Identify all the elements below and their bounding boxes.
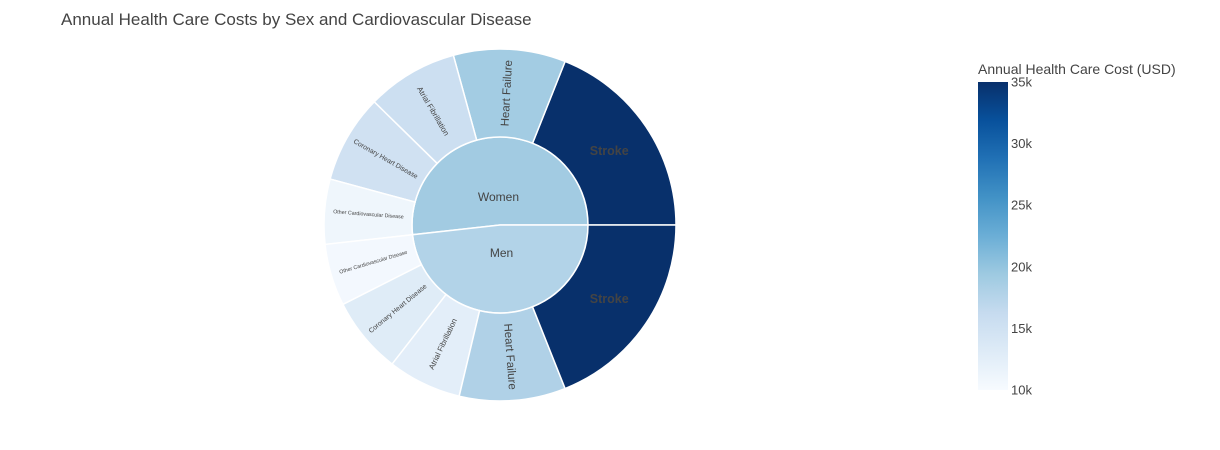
colorbar-tick-35k: 35k [1011, 75, 1032, 90]
sector-label-women: Women [478, 190, 519, 204]
colorbar-gradient [978, 82, 1008, 390]
colorbar-tick-20k: 20k [1011, 259, 1032, 274]
sector-label-women-heart-failure: Heart Failure [499, 60, 515, 127]
sector-women-stroke[interactable] [531, 60, 677, 226]
sector-label-women-other-cardiovascular-disease: Other Cardiovascular Disease [333, 209, 404, 220]
sector-label-men: Men [490, 246, 513, 260]
sector-label-women-stroke: Stroke [590, 144, 629, 158]
colorbar-tick-10k: 10k [1011, 383, 1032, 398]
sector-label-men-heart-failure: Heart Failure [501, 323, 518, 390]
sector-men-stroke[interactable] [531, 224, 677, 390]
colorbar-tick-30k: 30k [1011, 136, 1032, 151]
colorbar-title: Annual Health Care Cost (USD) [978, 61, 1176, 77]
sector-label-men-stroke: Stroke [590, 292, 629, 306]
colorbar-tick-25k: 25k [1011, 198, 1032, 213]
colorbar: Annual Health Care Cost (USD) 10k 15k 20k 2… [978, 61, 1176, 398]
colorbar-tick-15k: 15k [1011, 321, 1032, 336]
chart-title: Annual Health Care Costs by Sex and Card… [61, 10, 532, 29]
